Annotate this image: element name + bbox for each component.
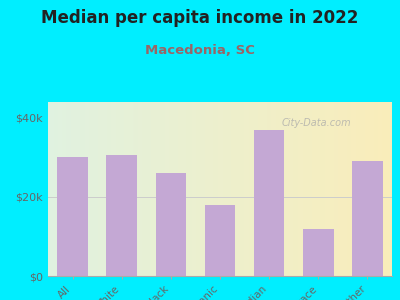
Text: Median per capita income in 2022: Median per capita income in 2022 [41, 9, 359, 27]
Bar [254, 130, 284, 276]
Bar [156, 173, 186, 276]
Bar [205, 205, 235, 276]
Bar [352, 161, 383, 276]
Bar [57, 158, 88, 276]
Text: City-Data.com: City-Data.com [282, 118, 352, 128]
Bar [106, 155, 137, 276]
Bar [303, 229, 334, 276]
Text: Macedonia, SC: Macedonia, SC [145, 44, 255, 56]
